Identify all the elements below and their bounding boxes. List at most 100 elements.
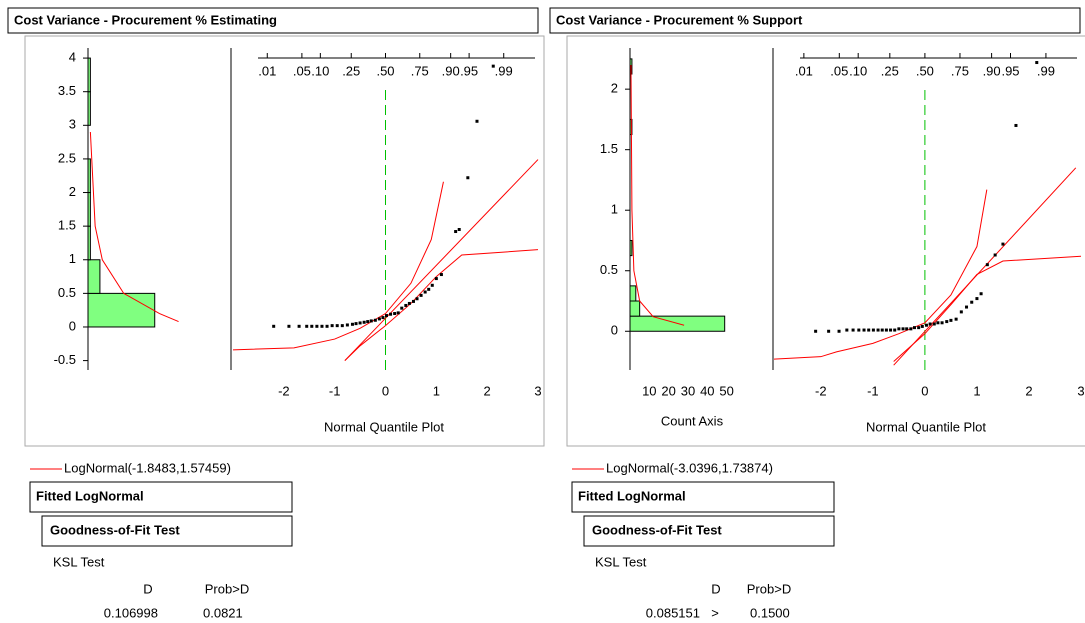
prob-tick-label: .25 [881, 63, 899, 78]
histogram-bar [87, 158, 91, 194]
prob-tick-label: .10 [311, 63, 329, 78]
point [1001, 242, 1005, 246]
point [928, 322, 932, 326]
y-tick-label: 3 [69, 117, 76, 132]
report-box [583, 515, 835, 547]
point [867, 328, 871, 332]
prob-tick-label: .25 [342, 63, 360, 78]
point [814, 329, 818, 333]
count-tick-label: 10 [642, 383, 656, 398]
x-tick-label: 1 [973, 383, 980, 398]
point [389, 312, 393, 316]
point [396, 311, 400, 315]
point [404, 303, 408, 307]
cell: 0.106998 [104, 605, 158, 620]
report-box [29, 481, 293, 513]
x-tick-label: -2 [278, 383, 290, 398]
histogram-bar [629, 300, 641, 317]
report-title: Goodness-of-Fit Test [592, 522, 722, 537]
x-axis-label: Normal Quantile Plot [324, 419, 444, 434]
x-tick-label: 2 [484, 383, 491, 398]
y-tick-label: -0.5 [54, 352, 76, 367]
report-box [571, 481, 835, 513]
point [320, 324, 324, 328]
point [965, 305, 969, 309]
point [827, 329, 831, 333]
point [393, 312, 397, 316]
point [1035, 61, 1039, 65]
column-header: D [711, 581, 720, 596]
density-curve [89, 132, 179, 323]
confidence-band [233, 181, 444, 351]
point [851, 328, 855, 332]
y-tick-label: 2 [69, 184, 76, 199]
x-tick-label: 0 [921, 383, 928, 398]
count-tick-label: 30 [681, 383, 695, 398]
point [373, 318, 377, 322]
point [315, 324, 319, 328]
point [345, 323, 349, 327]
point [454, 230, 458, 234]
point [419, 293, 423, 297]
prob-tick-label: .10 [849, 63, 867, 78]
prob-tick-label: .95 [460, 63, 478, 78]
point [415, 297, 419, 301]
panel-title: Cost Variance - Procurement % Support [556, 12, 803, 27]
confidence-band [344, 249, 539, 361]
point [970, 300, 974, 304]
confidence-band [893, 255, 1082, 362]
point [905, 327, 909, 331]
point [940, 321, 944, 325]
point [884, 328, 888, 332]
point [362, 320, 366, 324]
point [949, 318, 953, 322]
point [287, 324, 291, 328]
point [876, 328, 880, 332]
point [411, 299, 415, 303]
y-tick-label: 1.5 [600, 141, 618, 156]
point [358, 321, 362, 325]
y-tick-label: 0 [611, 323, 618, 338]
cell: 0.085151 [646, 605, 700, 620]
count-tick-label: 40 [700, 383, 714, 398]
point [377, 317, 381, 321]
y-tick-label: 1 [69, 251, 76, 266]
prob-tick-label: .99 [495, 63, 513, 78]
report-title: Fitted LogNormal [36, 488, 144, 503]
point [912, 326, 916, 330]
y-tick-label: 0.5 [600, 262, 618, 277]
point [857, 328, 861, 332]
prob-tick-label: .90 [442, 63, 460, 78]
prob-tick-label: .05 [830, 63, 848, 78]
point [434, 277, 438, 281]
prob-tick-label: .75 [411, 63, 429, 78]
x-tick-label: -1 [867, 383, 879, 398]
legend-text: LogNormal(-3.0396,1.73874) [606, 460, 773, 475]
x-tick-label: 2 [1025, 383, 1032, 398]
point [959, 310, 963, 314]
report-title: Fitted LogNormal [578, 488, 686, 503]
confidence-band [773, 189, 988, 360]
point [880, 328, 884, 332]
histogram-bar [629, 239, 633, 257]
prob-tick-label: .75 [951, 63, 969, 78]
point [407, 301, 411, 305]
point [909, 327, 913, 331]
point [297, 324, 301, 328]
column-header: Prob>D [205, 581, 249, 596]
point [993, 253, 997, 257]
panel-frame [566, 35, 1085, 447]
point [862, 328, 866, 332]
point [889, 328, 893, 332]
point [385, 314, 389, 318]
count-tick-label: 50 [719, 383, 733, 398]
y-tick-label: 2 [611, 81, 618, 96]
cell: 0.1500 [750, 605, 790, 620]
report-title: Goodness-of-Fit Test [50, 522, 180, 537]
cell: > [711, 605, 719, 620]
point [354, 322, 358, 326]
point [350, 322, 354, 326]
histogram-bar [87, 225, 91, 261]
point [491, 64, 495, 68]
prob-tick-label: .05 [293, 63, 311, 78]
